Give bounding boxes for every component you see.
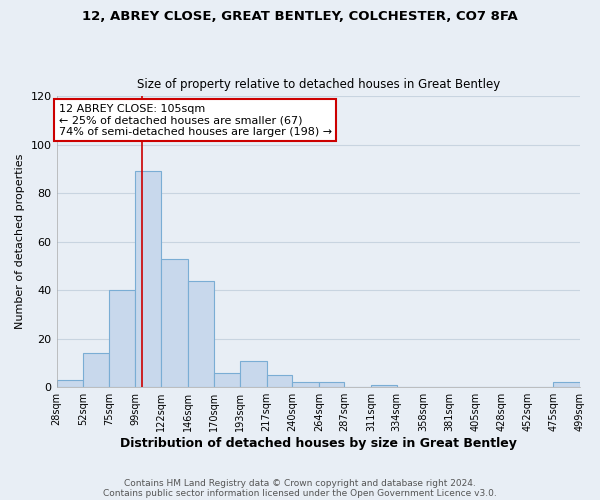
Bar — [188, 280, 214, 387]
Bar — [56, 380, 83, 387]
X-axis label: Distribution of detached houses by size in Great Bentley: Distribution of detached houses by size … — [120, 437, 517, 450]
Bar — [553, 382, 580, 387]
Bar — [161, 258, 188, 387]
Bar — [319, 382, 344, 387]
Text: 12, ABREY CLOSE, GREAT BENTLEY, COLCHESTER, CO7 8FA: 12, ABREY CLOSE, GREAT BENTLEY, COLCHEST… — [82, 10, 518, 23]
Bar — [83, 354, 109, 387]
Bar — [371, 385, 397, 387]
Bar — [109, 290, 136, 387]
Bar — [292, 382, 319, 387]
Bar — [214, 372, 240, 387]
Title: Size of property relative to detached houses in Great Bentley: Size of property relative to detached ho… — [137, 78, 500, 91]
Text: Contains HM Land Registry data © Crown copyright and database right 2024.: Contains HM Land Registry data © Crown c… — [124, 478, 476, 488]
Text: 12 ABREY CLOSE: 105sqm
← 25% of detached houses are smaller (67)
74% of semi-det: 12 ABREY CLOSE: 105sqm ← 25% of detached… — [59, 104, 332, 137]
Text: Contains public sector information licensed under the Open Government Licence v3: Contains public sector information licen… — [103, 488, 497, 498]
Y-axis label: Number of detached properties: Number of detached properties — [15, 154, 25, 330]
Bar — [266, 375, 292, 387]
Bar — [136, 172, 161, 387]
Bar — [240, 360, 266, 387]
